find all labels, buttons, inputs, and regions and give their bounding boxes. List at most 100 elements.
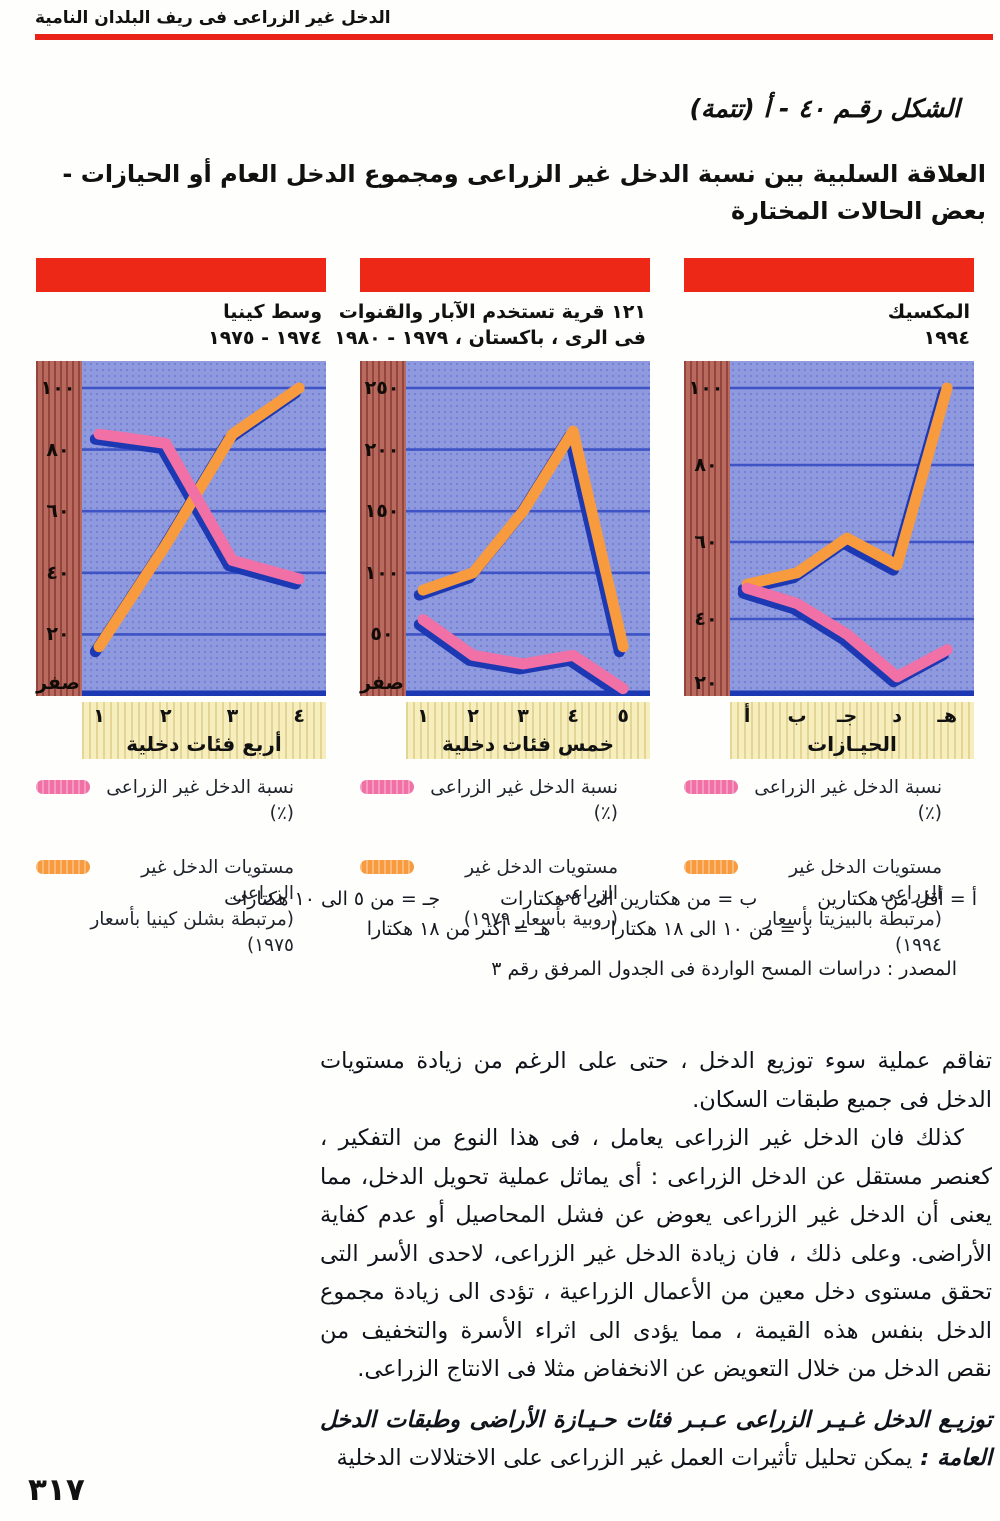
x-axis-title: الحيـازات	[807, 732, 897, 756]
x-tick-label: ٣	[226, 705, 239, 727]
header-rule-red	[35, 34, 993, 40]
chart-title-line: ١٩٩٤	[923, 327, 970, 349]
x-tick-label: ٥	[617, 705, 629, 727]
level-line	[99, 388, 299, 647]
body-text-line: تفاقم عملية سوء توزيع الدخل ، حتى على ال…	[320, 1048, 992, 1074]
legend-label: نسبة الدخل غير الزراعى (٪)	[738, 775, 942, 827]
percentage-line	[99, 434, 299, 579]
chart-title-line: المكسيك	[887, 301, 970, 323]
x-axis-strip: أ ب جـ د هـ الحيـازات	[730, 702, 974, 759]
y-tick-label: ٢٠	[46, 623, 70, 646]
x-axis-strip: ١ ٢ ٣ ٤ أربع فئات دخلية	[82, 702, 326, 759]
y-tick-label: ٤٠	[694, 608, 718, 630]
y-tick-label: ٨٠	[46, 438, 70, 461]
x-axis-title: أربع فئات دخلية	[126, 732, 282, 756]
body-text-line: كعنصر مستقل عن الدخل الزراعى : أى يماثل …	[320, 1163, 992, 1190]
x-tick-label: د	[892, 705, 903, 727]
chart-title: المكسيك ١٩٩٤	[684, 292, 974, 361]
footnote-item: ب = من هكتارين الى ٥ هكتارات	[500, 888, 758, 910]
legend-label-line: (مرتبطة بالبيزيتا بأسعار ١٩٩٤)	[763, 909, 942, 956]
chart-title-line: وسط كينيا	[223, 301, 322, 323]
body-text-line: الأراضى. وعلى ذلك ، فان زيادة الدخل غير …	[320, 1240, 992, 1267]
x-tick-label: ٣	[517, 705, 529, 727]
y-tick-label: ٢٠	[694, 672, 718, 694]
footnote-row-2: د = من ١٠ الى ١٨ هكتارا هـ = أكثر من ١٨ ه…	[35, 918, 995, 940]
y-tick-label: ٥٠	[370, 623, 394, 646]
charts-area: المكسيك ١٩٩٤ ١٠٠ ٨٠ ٦٠ ٤٠ ٢٠ أ ب جـ د هـ الحيـازات نس…	[0, 258, 1000, 956]
x-tick-label: ب	[787, 705, 807, 727]
legend-label-line: نسبة الدخل غير الزراعى (٪)	[754, 777, 942, 824]
figure-red-bar	[360, 258, 650, 292]
section-heading-line: توزيـع الدخل غـيـر الزراعى عـبـر فئات حـ…	[320, 1406, 992, 1433]
chart-title: وسط كينيا ١٩٧٤ - ١٩٧٥	[36, 292, 326, 361]
footnotes: أ = أقل من هكتارين ب = من هكتارين الى ٥ ه…	[35, 888, 995, 980]
page-number: ٣١٧	[28, 1472, 85, 1508]
pink-line-shadow	[419, 625, 619, 694]
percentage-line	[423, 620, 623, 689]
chart-title-line: فى الرى ، باكستان ، ١٩٧٩ - ١٩٨٠	[334, 327, 646, 349]
y-tick-label: ١٠٠	[364, 561, 400, 584]
y-tick-label: ٨٠	[694, 454, 718, 476]
figure-caption: الشكل رقـم ٤٠ - أ (تتمة)	[689, 94, 960, 123]
chart-pakistan: ١٢١ قرية تستخدم الآبار والقنوات فى الرى ،…	[334, 258, 650, 933]
running-header: الدخل غير الزراعى فى ريف البلدان النامية	[35, 8, 391, 28]
chart-legend: نسبة الدخل غير الزراعى (٪) مستويات الدخل …	[360, 775, 650, 933]
legend-label-line: (مرتبطة بشلن كينيا بأسعار ١٩٧٥)	[90, 909, 294, 956]
figure-title-line1: العلاقة السلبية بين نسبة الدخل غير الزرا…	[62, 160, 986, 188]
body-text: تفاقم عملية سوء توزيع الدخل ، حتى على ال…	[320, 1042, 992, 1478]
section-heading-rest: يمكن تحليل تأثيرات العمل غير الزراعى على…	[336, 1445, 913, 1471]
y-axis-band: ٢٥٠ ٢٠٠ ١٥٠ ١٠٠ ٥٠ صفر	[360, 361, 406, 696]
y-tick-label: ٦٠	[694, 531, 718, 553]
legend-label-line: نسبة الدخل غير الزراعى (٪)	[106, 777, 294, 824]
x-tick-label: ٤	[567, 705, 579, 727]
chart-svg	[406, 361, 650, 696]
legend-swatch	[36, 860, 90, 874]
y-tick-label: ٦٠	[46, 500, 70, 523]
legend-label: نسبة الدخل غير الزراعى (٪)	[414, 775, 618, 827]
chart-plot-wrap: ١٠٠ ٨٠ ٦٠ ٤٠ ٢٠	[684, 361, 974, 696]
x-tick-label: ٢	[159, 705, 172, 727]
chart-svg	[730, 361, 974, 696]
y-axis-band: ١٠٠ ٨٠ ٦٠ ٤٠ ٢٠	[684, 361, 730, 696]
legend-label: نسبة الدخل غير الزراعى (٪)	[90, 775, 294, 827]
y-tick-label: صفر	[36, 672, 80, 694]
legend-label: مستويات الدخل غير الزراعى (مرتبطة بشلن كي…	[90, 855, 294, 959]
x-tick-label: جـ	[837, 705, 858, 727]
chart-legend: نسبة الدخل غير الزراعى (٪) مستويات الدخل …	[684, 775, 974, 959]
y-tick-label: ١٥٠	[364, 500, 400, 523]
legend-label-line: (روبية بأسعار ١٩٧٩)	[463, 909, 618, 930]
y-tick-label: ١٠٠	[688, 377, 724, 399]
footnote-item: أ = أقل من هكتارين	[817, 888, 977, 910]
plot-area	[406, 361, 650, 696]
body-text-line: الدخل فى جميع طبقات السكان.	[692, 1086, 992, 1113]
legend-item: نسبة الدخل غير الزراعى (٪)	[360, 775, 650, 827]
body-text-line: كذلك فان الدخل غير الزراعى يعامل ، فى هذ…	[320, 1125, 964, 1151]
chart-kenya: وسط كينيا ١٩٧٤ - ١٩٧٥ ١٠٠ ٨٠ ٦٠ ٤٠ ٢٠ صفر ١ ٢ ٣ ٤ أر…	[36, 258, 326, 959]
legend-label-line: مستويات الدخل غير الزراعى	[141, 857, 294, 904]
x-tick-label: ٤	[293, 705, 305, 727]
source-note: المصدر : دراسات المسح الواردة فى الجدول …	[491, 958, 957, 980]
legend-label-line: مستويات الدخل غير الزراعى	[789, 857, 942, 904]
y-tick-label: ٢٠٠	[364, 438, 400, 461]
footnote-item: هـ = أكثر من ١٨ هكتارا	[366, 918, 551, 940]
x-axis-title: خمس فئات دخلية	[441, 732, 615, 756]
x-tick-label: ١	[93, 705, 105, 727]
legend-label-line: نسبة الدخل غير الزراعى (٪)	[430, 777, 618, 824]
x-tick-label: هـ	[937, 705, 957, 727]
body-text-line: تحقق مستوى دخل معين من الأعمال الزراعية …	[320, 1279, 992, 1305]
x-axis-strip: ١ ٢ ٣ ٤ ٥ خمس فئات دخلية	[406, 702, 650, 759]
figure-red-bar	[36, 258, 326, 292]
section-heading-bold: العامة :	[912, 1445, 992, 1471]
level-line	[747, 388, 947, 584]
figure-title-line2: بعض الحالات المختارة	[731, 197, 986, 225]
legend-swatch	[684, 780, 738, 794]
legend-swatch	[360, 860, 414, 874]
footnote-item: د = من ١٠ الى ١٨ هكتارا	[610, 918, 811, 940]
chart-title: ١٢١ قرية تستخدم الآبار والقنوات فى الرى ،…	[334, 292, 650, 361]
body-text-line: يعنى أن الدخل غير الزراعى يعوض عن فشل ال…	[320, 1202, 992, 1228]
x-tick-label: ١	[417, 705, 429, 727]
chart-title-line: ١٢١ قرية تستخدم الآبار والقنوات	[338, 301, 646, 323]
body-text-line: نقص الدخل من خلال التعويض عن الانخفاض مث…	[357, 1356, 992, 1382]
y-axis-band: ١٠٠ ٨٠ ٦٠ ٤٠ ٢٠ صفر	[36, 361, 82, 696]
